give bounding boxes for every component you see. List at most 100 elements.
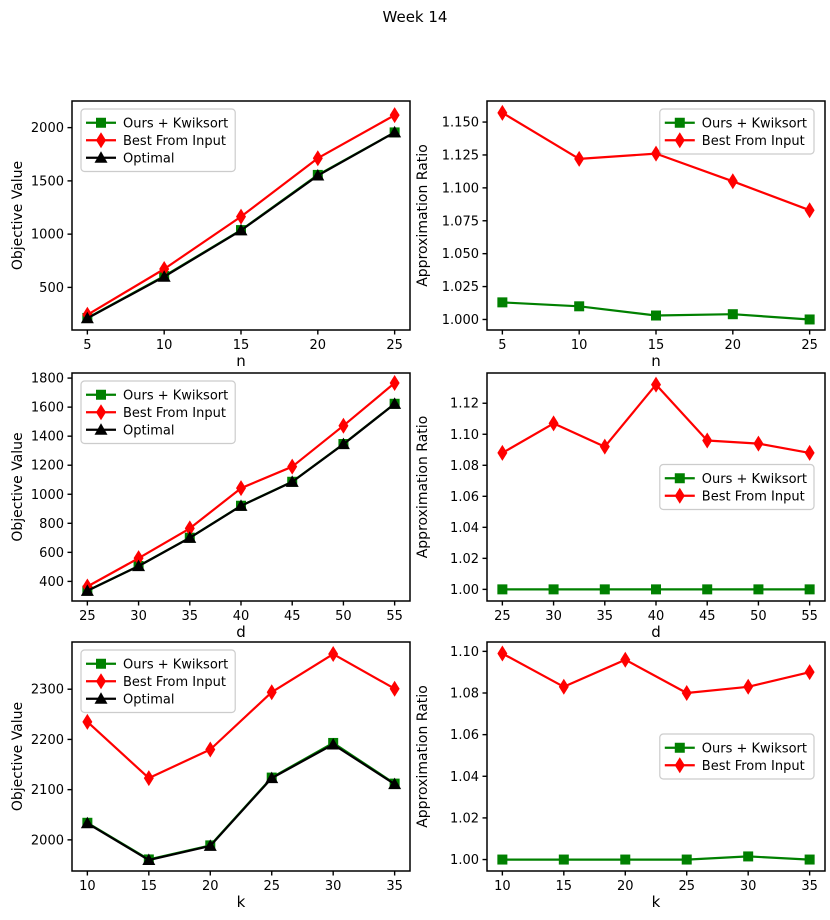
subplot-approximation-ratio-vs-d: 25 30 35 40 45 50 55 1.00 1.02 1.04 1.06 1.08 1.10 1.…	[415, 372, 826, 641]
marker-thin-diamond-best-from-input	[651, 376, 661, 393]
y-tick-label: 1.050	[442, 247, 479, 262]
y-tick-label: 1000	[31, 228, 64, 243]
x-tick-label: 25	[678, 879, 695, 894]
y-tick-label: 1.02	[450, 552, 479, 567]
y-tick-label: 1.100	[442, 181, 479, 196]
marker-triangle-up-optimal	[234, 223, 248, 236]
marker-triangle-up-optimal	[285, 475, 299, 487]
legend-box	[659, 108, 815, 155]
marker-thin-diamond-best-from-input	[702, 432, 713, 449]
marker-thin-diamond-best-from-input	[389, 375, 400, 392]
marker-thin-diamond-best-from-input	[681, 685, 692, 702]
plot-line-optimal	[86, 743, 396, 862]
marker-thin-diamond-best-from-input	[804, 202, 815, 219]
marker-triangle-up-optimal	[203, 839, 217, 851]
marker-thin-diamond-best-from-input	[312, 150, 323, 167]
marker-thin-diamond-best-from-input	[599, 438, 610, 455]
legend-box	[80, 108, 236, 173]
x-tick-label: 10	[79, 879, 96, 894]
y-tick-label: 1.06	[450, 728, 479, 743]
legend-label: Best From Input	[702, 489, 805, 504]
axes-frame	[486, 641, 826, 872]
marker-square-ours-kwiksort	[497, 854, 508, 865]
marker-triangle-up-optimal	[132, 559, 146, 572]
marker-square-ours-kwiksort	[548, 584, 559, 595]
legend-marker-thin-diamond	[674, 132, 685, 149]
marker-triangle-up-optimal	[234, 499, 248, 511]
marker-triangle-up-optimal	[183, 531, 197, 543]
legend-label: Ours + Kwiksort	[702, 741, 807, 756]
marker-thin-diamond-best-from-input	[497, 444, 508, 461]
marker-thin-diamond-best-from-input	[205, 741, 216, 758]
subplot-objective-value-vs-k: 10 15 20 25 30 35 2000 2100 2200 2300 k Objective V…	[10, 641, 411, 911]
x-tick-label: 25	[494, 609, 511, 624]
subplot-objective-value-vs-d: 25 30 35 40 45 50 55 400 600 800 1000 1200 1400 1600 1…	[10, 372, 411, 641]
marker-thin-diamond-best-from-input	[82, 713, 93, 730]
x-axis-label: n	[236, 352, 246, 370]
marker-triangle-up-optimal	[80, 311, 94, 324]
x-tick-label: 10	[494, 879, 511, 894]
marker-thin-diamond-best-from-input	[548, 415, 559, 432]
marker-square-ours-kwiksort	[753, 584, 764, 595]
y-tick-label: 1.10	[450, 428, 479, 443]
marker-thin-diamond-best-from-input	[743, 678, 754, 695]
y-tick-label: 600	[39, 546, 64, 561]
x-tick-label: 25	[801, 338, 818, 353]
legend-label: Ours + Kwiksort	[123, 657, 228, 672]
x-tick-label: 30	[130, 609, 147, 624]
y-tick-label: 1.00	[450, 583, 479, 598]
y-tick-label: 1.04	[450, 521, 479, 536]
legend-label: Best From Input	[702, 134, 805, 149]
marker-thin-diamond-best-from-input	[133, 550, 144, 567]
x-tick-label: 35	[386, 879, 403, 894]
legend-marker-triangle-up	[94, 151, 108, 163]
axes-frame	[71, 641, 411, 872]
marker-square-ours-kwiksort	[804, 854, 815, 865]
x-tick-label: 50	[750, 609, 767, 624]
legend-box	[80, 380, 236, 445]
legend-marker-square	[674, 117, 685, 128]
marker-thin-diamond-best-from-input	[159, 260, 170, 277]
legend-marker-triangle-up	[94, 692, 108, 704]
marker-square-ours-kwiksort	[651, 584, 661, 595]
x-tick-label: 30	[325, 879, 342, 894]
legend-marker-thin-diamond	[674, 487, 685, 504]
y-tick-label: 1000	[31, 488, 64, 503]
legend-label: Best From Input	[702, 759, 805, 774]
marker-square-ours-kwiksort	[702, 584, 713, 595]
marker-square-ours-kwiksort	[727, 309, 738, 320]
marker-thin-diamond-best-from-input	[236, 208, 246, 225]
plot-line-best-from-input	[86, 653, 396, 780]
marker-thin-diamond-best-from-input	[338, 417, 349, 434]
legend-label: Ours + Kwiksort	[123, 388, 228, 403]
y-tick-label: 1.00	[450, 853, 479, 868]
x-tick-label: 15	[233, 338, 250, 353]
x-tick-label: 40	[233, 609, 250, 624]
x-tick-label: 30	[740, 879, 757, 894]
y-tick-label: 1.125	[442, 148, 479, 163]
legend-marker-thin-diamond	[96, 673, 106, 690]
marker-triangle-up-optimal	[326, 737, 340, 750]
y-tick-label: 1800	[31, 372, 64, 387]
x-tick-label: 50	[335, 609, 352, 624]
x-tick-label: 25	[263, 879, 280, 894]
legend: Ours + Kwiksort Best From Input	[659, 108, 815, 155]
legend-label: Optimal	[123, 423, 174, 438]
marker-triangle-up-optimal	[80, 584, 94, 596]
legend-marker-triangle-up	[94, 423, 108, 435]
legend-label: Optimal	[123, 692, 174, 707]
marker-square-ours-kwiksort	[804, 584, 815, 595]
legend-marker-thin-diamond	[96, 404, 106, 421]
x-tick-label: 20	[310, 338, 327, 353]
x-tick-label: 55	[386, 609, 403, 624]
legend-label: Ours + Kwiksort	[702, 472, 807, 487]
marker-thin-diamond-best-from-input	[184, 520, 195, 537]
marker-square-ours-kwiksort	[620, 854, 631, 865]
marker-triangle-up-optimal	[311, 169, 325, 181]
marker-thin-diamond-best-from-input	[266, 684, 277, 701]
subplot-approximation-ratio-vs-k: 10 15 20 25 30 35 1.00 1.02 1.04 1.06 1.08 1.10 k App…	[415, 641, 826, 911]
y-tick-label: 1.025	[442, 280, 479, 295]
legend-marker-square	[674, 473, 685, 484]
plot-line-best-from-input	[501, 652, 810, 695]
marker-triangle-up-optimal	[388, 777, 402, 790]
